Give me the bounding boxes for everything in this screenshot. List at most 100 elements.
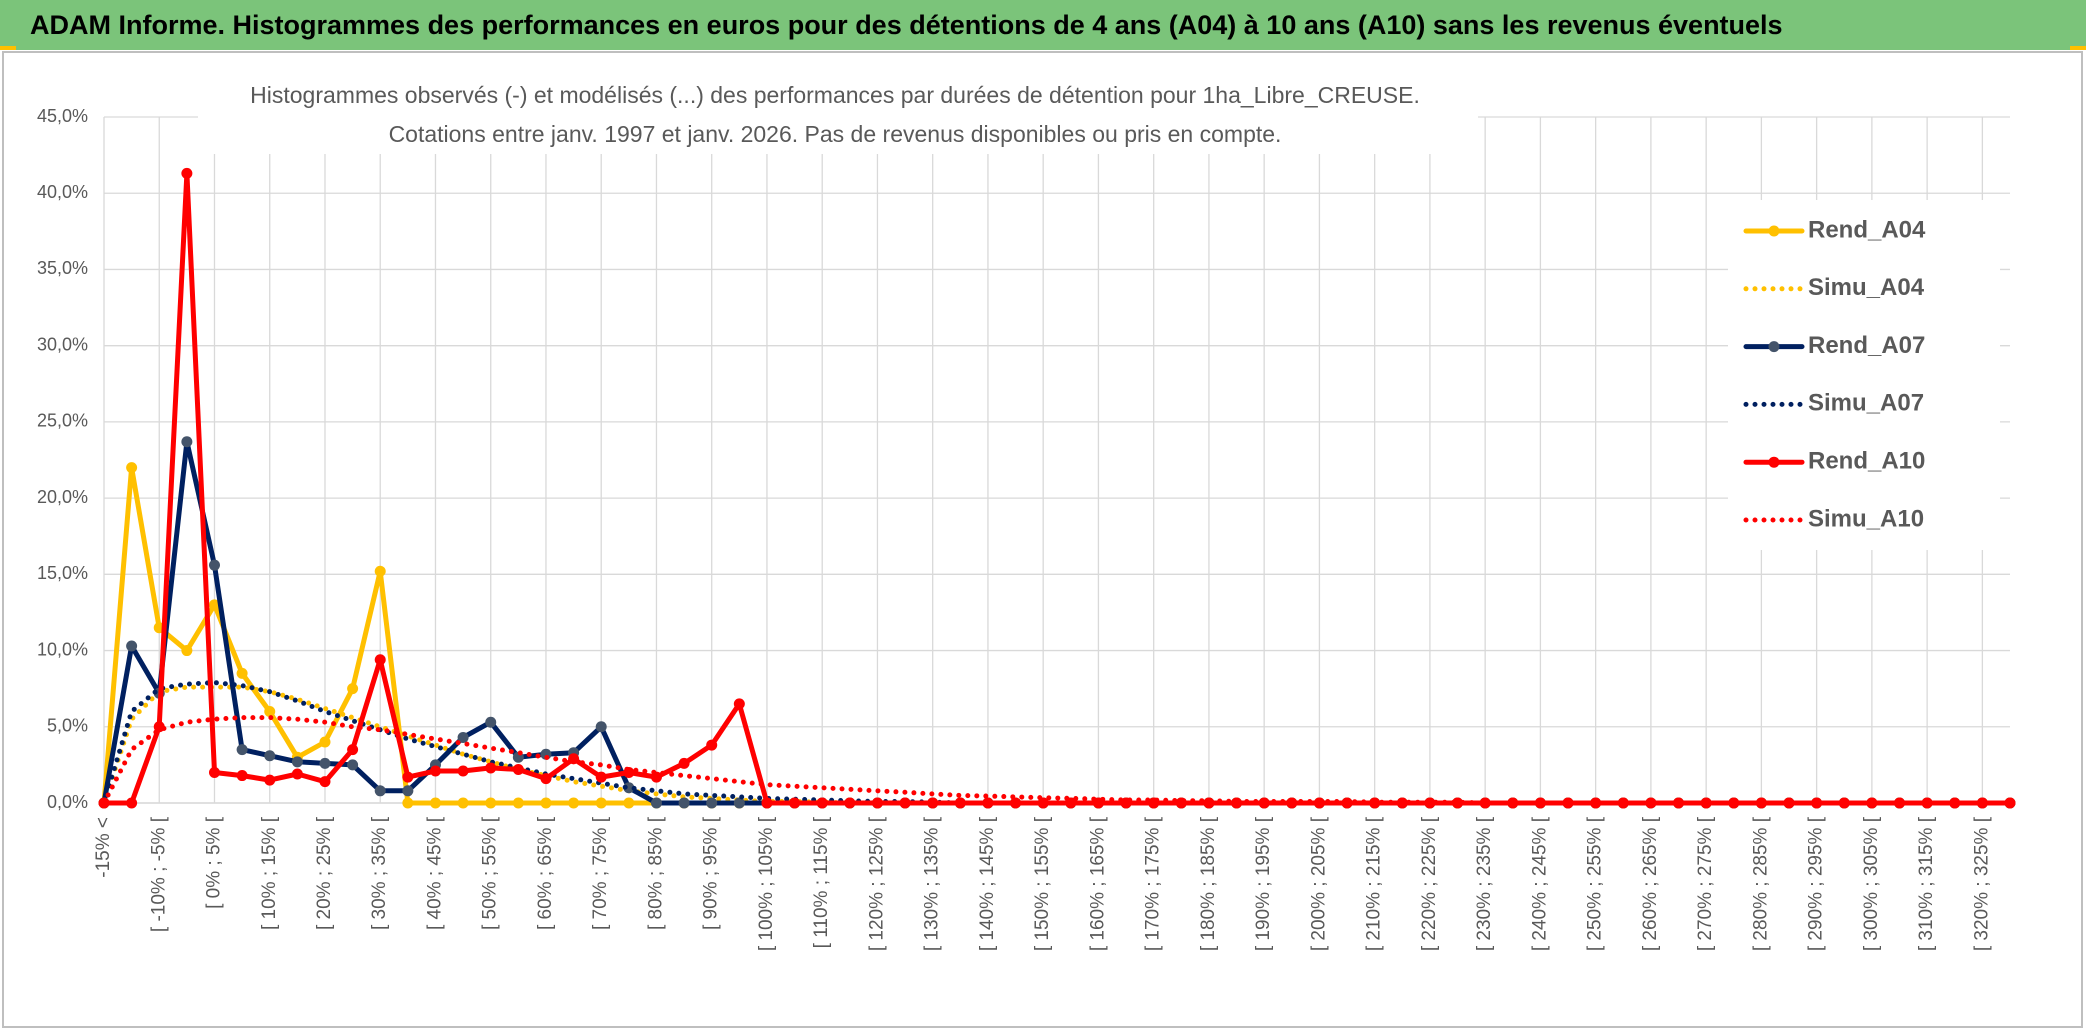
marker (429, 765, 441, 777)
x-tick-label: [ 220% ; 225% [ (1419, 816, 1440, 951)
marker (236, 744, 248, 756)
y-tick-label: 25,0% (37, 411, 88, 431)
marker (236, 770, 248, 782)
marker (816, 797, 828, 809)
x-tick-label: [ 170% ; 175% [ (1143, 816, 1164, 951)
marker (927, 797, 939, 809)
marker (181, 645, 193, 657)
marker (319, 736, 331, 748)
marker (512, 797, 524, 809)
marker (1894, 797, 1906, 809)
marker (402, 771, 414, 783)
x-tick-label: [ 320% ; 325% [ (1971, 816, 1992, 951)
x-tick-label: [ 280% ; 285% [ (1750, 816, 1771, 951)
marker (789, 797, 801, 809)
marker (402, 785, 414, 797)
marker (595, 721, 607, 733)
x-tick-label: [ 230% ; 235% [ (1474, 816, 1495, 951)
marker (374, 785, 386, 797)
x-tick-label: [ 180% ; 185% [ (1198, 816, 1219, 951)
marker (1811, 797, 1823, 809)
marker (623, 797, 635, 809)
x-tick-label: [ 140% ; 145% [ (977, 816, 998, 951)
marker (706, 739, 718, 751)
marker (650, 797, 662, 809)
marker (1921, 797, 1933, 809)
marker (733, 698, 745, 710)
x-tick-label: [ 0% ; 5% [ (204, 816, 225, 909)
header-bar (0, 0, 2086, 50)
marker (1562, 797, 1574, 809)
x-tick-label: [ 300% ; 305% [ (1861, 816, 1882, 951)
x-tick-label: [ 70% ; 75% [ (590, 816, 611, 930)
y-tick-label: 10,0% (37, 639, 88, 659)
legend: Rend_A04 Simu_A04 Rend_A07 Simu_A07 Rend_A10… (1728, 200, 2000, 550)
y-tick-label: 0,0% (47, 792, 88, 812)
marker (181, 167, 193, 179)
chart-title: Histogrammes observés (-) et modélisés (… (250, 82, 1420, 108)
legend-marker (1768, 341, 1780, 353)
x-tick-label: [ 90% ; 95% [ (701, 816, 722, 930)
marker (319, 776, 331, 788)
marker (1949, 797, 1961, 809)
y-tick-label: 40,0% (37, 182, 88, 202)
marker (595, 797, 607, 809)
x-tick-label: -15% < (93, 817, 114, 878)
plot: 0,0% 5,0% 10,0% 15,0% 20,0% 25,0% 30,0% 35,0% 40… (37, 106, 2016, 951)
marker (485, 716, 497, 728)
marker (540, 797, 552, 809)
marker (347, 744, 359, 756)
marker (291, 768, 303, 780)
header-title: ADAM Informe. Histogrammes des performan… (30, 10, 1783, 40)
marker (126, 640, 138, 652)
marker (319, 757, 331, 769)
marker (982, 797, 994, 809)
marker (264, 750, 276, 762)
marker (1010, 797, 1022, 809)
marker (402, 797, 414, 809)
x-tick-label: [ 210% ; 215% [ (1364, 816, 1385, 951)
x-tick-label: [ 150% ; 155% [ (1032, 816, 1053, 951)
marker (126, 797, 138, 809)
legend-label: Simu_A10 (1808, 505, 1924, 532)
marker (844, 797, 856, 809)
header-accent (0, 46, 16, 50)
marker (264, 706, 276, 718)
x-tick-label: [ 20% ; 25% [ (314, 816, 335, 930)
legend-label: Rend_A04 (1808, 216, 1926, 243)
marker (457, 765, 469, 777)
marker (678, 757, 690, 769)
header-accent (2070, 46, 2086, 50)
legend-backdrop (1728, 200, 2000, 550)
marker (761, 797, 773, 809)
x-tick-label: [ 200% ; 205% [ (1308, 816, 1329, 951)
x-tick-label: [ 30% ; 35% [ (369, 816, 390, 930)
title-backdrop (198, 78, 1478, 154)
marker (595, 771, 607, 783)
marker (871, 797, 883, 809)
marker (1838, 797, 1850, 809)
x-tick-label: [ 290% ; 295% [ (1806, 816, 1827, 951)
marker (429, 797, 441, 809)
chart-subtitle: Cotations entre janv. 1997 et janv. 2026… (389, 121, 1282, 147)
legend-marker (1768, 456, 1780, 468)
x-tick-label: [ 80% ; 85% [ (645, 816, 666, 930)
marker (208, 767, 220, 779)
legend-label: Rend_A07 (1808, 332, 1925, 359)
marker (485, 797, 497, 809)
marker (678, 797, 690, 809)
x-tick-label: [ 310% ; 315% [ (1916, 816, 1937, 951)
marker (236, 667, 248, 679)
marker (1479, 797, 1491, 809)
y-tick-label: 45,0% (37, 106, 88, 126)
marker (733, 797, 745, 809)
marker (208, 559, 220, 571)
marker (1507, 797, 1519, 809)
marker (1866, 797, 1878, 809)
marker (512, 763, 524, 775)
marker (126, 462, 138, 474)
marker (264, 774, 276, 786)
y-tick-label: 20,0% (37, 487, 88, 507)
x-tick-label: [ 250% ; 255% [ (1585, 816, 1606, 951)
